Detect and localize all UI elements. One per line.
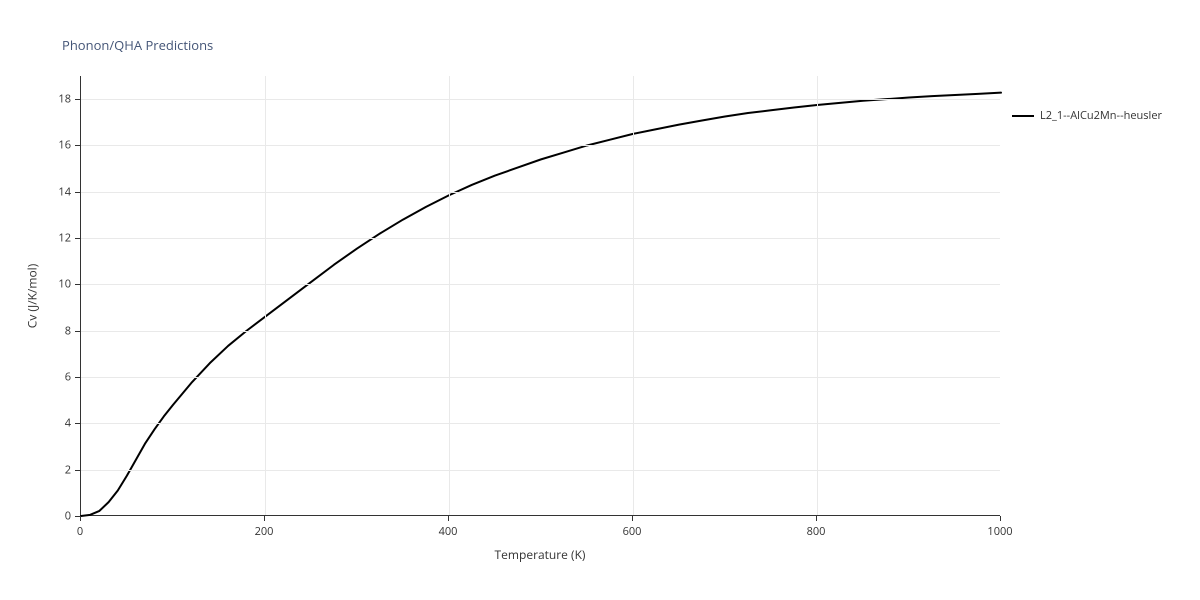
y-axis-label: Cv (J/K/mol) — [24, 264, 41, 328]
gridline-horizontal — [81, 284, 1000, 285]
gridline-horizontal — [81, 238, 1000, 239]
gridline-vertical — [633, 76, 634, 515]
y-tick-label: 18 — [58, 92, 71, 107]
y-tick-label: 6 — [65, 370, 71, 385]
y-tick-label: 0 — [65, 509, 71, 524]
gridline-vertical — [817, 76, 818, 515]
chart-title: Phonon/QHA Predictions — [62, 36, 213, 54]
legend: L2_1--AlCu2Mn--heusler — [1012, 108, 1162, 123]
gridline-horizontal — [81, 377, 1000, 378]
x-tick-label: 800 — [807, 524, 826, 539]
x-tick-label: 600 — [623, 524, 642, 539]
legend-swatch — [1012, 115, 1034, 117]
y-tick-label: 2 — [65, 462, 71, 477]
x-tick — [1000, 516, 1001, 521]
x-tick — [448, 516, 449, 521]
plot-area — [80, 76, 1000, 516]
gridline-vertical — [265, 76, 266, 515]
y-tick-label: 14 — [58, 184, 71, 199]
y-tick — [75, 470, 80, 471]
y-tick-label: 8 — [65, 323, 71, 338]
y-tick-label: 10 — [58, 277, 71, 292]
x-axis-label: Temperature (K) — [495, 546, 586, 563]
y-tick — [75, 284, 80, 285]
x-tick-label: 1000 — [987, 524, 1012, 539]
y-tick — [75, 331, 80, 332]
x-tick-label: 0 — [77, 524, 83, 539]
gridline-horizontal — [81, 470, 1000, 471]
gridline-vertical — [449, 76, 450, 515]
gridline-horizontal — [81, 423, 1000, 424]
y-tick — [75, 516, 80, 517]
y-tick-label: 16 — [58, 138, 71, 153]
x-tick-label: 200 — [255, 524, 274, 539]
gridline-horizontal — [81, 192, 1000, 193]
gridline-horizontal — [81, 99, 1000, 100]
y-tick — [75, 377, 80, 378]
x-tick-label: 400 — [439, 524, 458, 539]
x-tick — [816, 516, 817, 521]
y-tick — [75, 145, 80, 146]
x-tick — [632, 516, 633, 521]
line-series — [81, 76, 1001, 516]
x-tick — [80, 516, 81, 521]
gridline-horizontal — [81, 145, 1000, 146]
chart-container: Phonon/QHA Predictions Temperature (K) C… — [0, 0, 1200, 600]
x-tick — [264, 516, 265, 521]
y-tick — [75, 192, 80, 193]
y-tick — [75, 99, 80, 100]
y-tick-label: 4 — [65, 416, 71, 431]
y-tick — [75, 238, 80, 239]
y-tick — [75, 423, 80, 424]
gridline-horizontal — [81, 331, 1000, 332]
legend-label: L2_1--AlCu2Mn--heusler — [1040, 108, 1162, 123]
series-line — [81, 93, 1001, 516]
y-tick-label: 12 — [58, 231, 71, 246]
